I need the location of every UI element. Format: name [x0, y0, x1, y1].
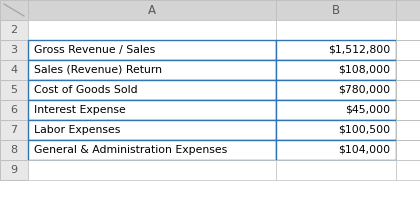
Text: 8: 8 [10, 145, 18, 155]
Text: 2: 2 [10, 25, 18, 35]
Bar [276, 160, 396, 180]
Text: B: B [332, 4, 340, 16]
Bar [28, 20, 276, 40]
Bar [276, 0, 396, 20]
Bar [396, 60, 420, 80]
Text: $108,000: $108,000 [338, 65, 390, 75]
Bar [276, 100, 396, 120]
Text: Cost of Goods Sold: Cost of Goods Sold [34, 85, 138, 95]
Text: General & Administration Expenses: General & Administration Expenses [34, 145, 227, 155]
Bar [396, 160, 420, 180]
Bar [396, 40, 420, 60]
Bar [0, 80, 28, 100]
Bar [276, 120, 396, 140]
Bar [276, 60, 396, 80]
Bar [396, 0, 420, 20]
Text: $104,000: $104,000 [338, 145, 390, 155]
Bar [0, 40, 28, 60]
Text: $1,512,800: $1,512,800 [328, 45, 390, 55]
Text: $45,000: $45,000 [345, 105, 390, 115]
Text: 3: 3 [10, 45, 18, 55]
Bar [28, 60, 276, 80]
Bar [276, 40, 396, 60]
Bar [396, 100, 420, 120]
Bar [0, 0, 28, 20]
Bar [396, 120, 420, 140]
Text: $780,000: $780,000 [338, 85, 390, 95]
Bar [0, 60, 28, 80]
Bar [276, 140, 396, 160]
Text: $100,500: $100,500 [338, 125, 390, 135]
Bar [0, 140, 28, 160]
Text: Sales (Revenue) Return: Sales (Revenue) Return [34, 65, 162, 75]
Bar [28, 0, 276, 20]
Text: 9: 9 [10, 165, 18, 175]
Text: 6: 6 [10, 105, 18, 115]
Bar [0, 100, 28, 120]
Text: 7: 7 [10, 125, 18, 135]
Bar [276, 80, 396, 100]
Bar [28, 140, 276, 160]
Bar [276, 20, 396, 40]
Bar [396, 20, 420, 40]
Bar [396, 140, 420, 160]
Bar [0, 120, 28, 140]
Text: Labor Expenses: Labor Expenses [34, 125, 121, 135]
Bar [28, 40, 276, 60]
Text: Gross Revenue / Sales: Gross Revenue / Sales [34, 45, 155, 55]
Bar [0, 20, 28, 40]
Text: 5: 5 [10, 85, 18, 95]
Text: 4: 4 [10, 65, 18, 75]
Bar [28, 160, 276, 180]
Bar [28, 80, 276, 100]
Bar [396, 80, 420, 100]
Text: A: A [148, 4, 156, 16]
Text: Interest Expense: Interest Expense [34, 105, 126, 115]
Bar [28, 120, 276, 140]
Bar [0, 160, 28, 180]
Bar [28, 100, 276, 120]
